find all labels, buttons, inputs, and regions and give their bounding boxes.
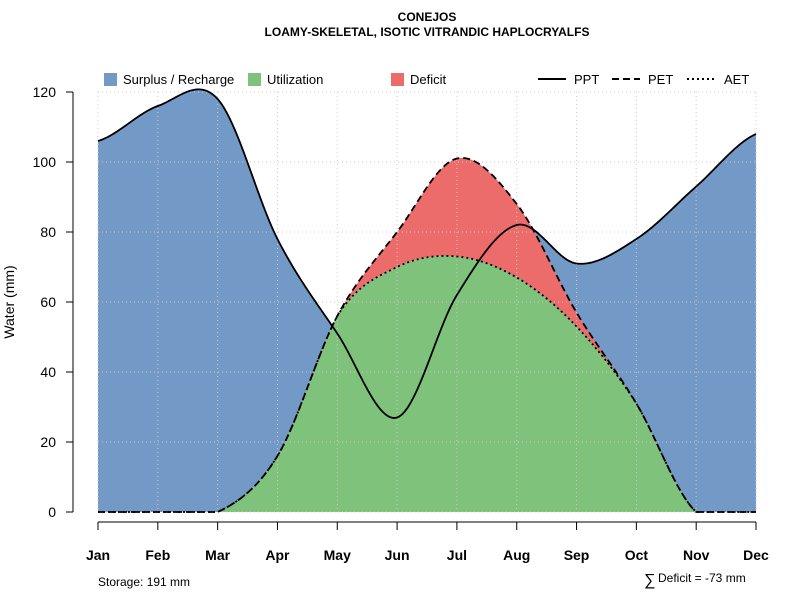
- x-tick-label-dec: Dec: [743, 547, 769, 563]
- chart-title: CONEJOS: [398, 10, 457, 24]
- x-tick-label-jun: Jun: [385, 547, 410, 563]
- y-axis: 0 20 40 60 80 100 120: [33, 84, 74, 520]
- legend-label-deficit: Deficit: [410, 72, 447, 87]
- series-line-ppt: [97, 88, 757, 419]
- legend-label-aet: AET: [724, 72, 749, 87]
- legend-swatch-deficit: [391, 73, 404, 86]
- x-tick-label-sep: Sep: [564, 547, 590, 563]
- x-tick-label-oct: Oct: [625, 547, 649, 563]
- legend: Surplus / Recharge Utilization Deficit P…: [104, 72, 749, 87]
- chart-subtitle: LOAMY-SKELETAL, ISOTIC VITRANDIC HAPLOCR…: [265, 25, 590, 39]
- y-tick-label-20: 20: [40, 434, 56, 450]
- x-tick-label-jan: Jan: [86, 547, 110, 563]
- area-utilization: [98, 255, 756, 512]
- y-tick-label-40: 40: [40, 364, 56, 380]
- area-deficit: [98, 157, 756, 512]
- y-tick-label-60: 60: [40, 294, 56, 310]
- legend-label-ppt: PPT: [574, 72, 599, 87]
- x-tick-label-apr: Apr: [265, 547, 290, 563]
- x-tick-label-feb: Feb: [145, 547, 170, 563]
- storage-annotation: Storage: 191 mm: [98, 575, 190, 589]
- x-tick-label-may: May: [324, 547, 351, 563]
- series-line-aet: [98, 255, 756, 513]
- y-tick-label-80: 80: [40, 224, 56, 240]
- y-tick-label-100: 100: [33, 154, 57, 170]
- x-tick-label-nov: Nov: [683, 547, 710, 563]
- deficit-annotation: Deficit = -73 mm: [658, 571, 746, 585]
- x-tick-label-jul: Jul: [447, 547, 467, 563]
- line-layer: [97, 88, 757, 513]
- legend-swatch-surplus: [104, 73, 117, 86]
- y-tick-label-120: 120: [33, 84, 57, 100]
- legend-swatch-utilization: [248, 73, 261, 86]
- area-layer: [98, 89, 756, 512]
- legend-label-utilization: Utilization: [267, 72, 323, 87]
- x-tick-label-aug: Aug: [503, 547, 530, 563]
- legend-label-surplus: Surplus / Recharge: [123, 72, 234, 87]
- legend-label-pet: PET: [648, 72, 673, 87]
- grid-layer: [97, 91, 757, 513]
- x-axis: Jan Feb Mar Apr May Jun Jul Aug Sep Oct Nov Dec: [86, 521, 769, 563]
- y-axis-label: Water (mm): [1, 265, 17, 338]
- x-tick-label-mar: Mar: [205, 547, 230, 563]
- sum-symbol: ∑: [644, 572, 655, 589]
- y-tick-label-0: 0: [48, 504, 56, 520]
- series-line-pet: [98, 157, 756, 513]
